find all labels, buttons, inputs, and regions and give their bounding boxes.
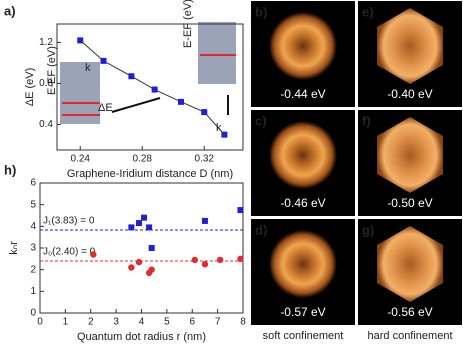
y-tick-label: 0.4 — [39, 119, 53, 130]
stm-dot — [377, 8, 443, 84]
data-point — [77, 37, 84, 44]
inset-band-left — [60, 62, 100, 124]
panel-label: a) — [4, 3, 16, 18]
x-tick-label: 4 — [139, 317, 145, 328]
data-point — [201, 261, 209, 268]
y-axis-label: kₙr — [8, 241, 20, 255]
y-tick-label: 1 — [30, 286, 36, 297]
x-tick-label: 1 — [63, 317, 69, 328]
x-axis-label: Quantum dot radius r (nm) — [77, 331, 206, 343]
x-axis-label: Graphene-Iridium distance D (nm) — [67, 168, 233, 180]
panel-label: c) — [255, 113, 267, 128]
energy-label: -0.40 eV — [387, 87, 432, 101]
data-point — [141, 214, 148, 221]
data-point — [201, 217, 208, 224]
panel-label: h) — [4, 162, 16, 177]
panel-label: b) — [255, 4, 267, 19]
stm-dot — [269, 12, 337, 80]
energy-label: -0.50 eV — [387, 196, 432, 210]
annotation: E-EF (eV) — [182, 0, 194, 48]
y-tick-label: 6 — [30, 178, 36, 189]
reference-label: J₀(2.40) = 0 — [43, 247, 96, 258]
y-tick-label: 2 — [30, 264, 36, 275]
panel-label: g) — [362, 222, 374, 237]
y-axis-label: ΔE (eV) — [24, 68, 36, 107]
energy-label: -0.46 eV — [280, 196, 325, 210]
stm-dot — [377, 226, 443, 302]
x-tick-label: 0.24 — [71, 154, 91, 165]
x-tick-label: 6 — [189, 317, 195, 328]
annotation: k — [85, 62, 91, 74]
annotation: ΔE — [98, 102, 113, 114]
y-tick-label: 4 — [30, 221, 36, 232]
data-point — [100, 57, 107, 64]
data-point — [135, 258, 143, 266]
panel-label: f) — [362, 113, 371, 128]
y-tick-label: 1.2 — [39, 37, 53, 48]
stm-dot — [377, 117, 443, 193]
data-point — [216, 256, 224, 264]
column-caption: hard confinement — [368, 330, 453, 342]
x-tick-label: 0.28 — [133, 154, 153, 165]
x-tick-label: 2 — [88, 317, 94, 328]
reference-label: J₁(3.83) = 0 — [43, 216, 95, 227]
x-tick-label: 0.32 — [195, 154, 215, 165]
x-tick-label: 0 — [37, 317, 43, 328]
data-point — [135, 220, 142, 227]
data-point — [221, 131, 228, 138]
annotation: E-EF (eV) — [46, 46, 58, 95]
axes-frame — [56, 23, 244, 151]
y-tick-label: 0.8 — [39, 78, 53, 89]
y-tick-label: 5 — [30, 199, 36, 210]
data-point — [148, 245, 155, 251]
y-tick-label: 0 — [30, 308, 36, 319]
energy-label: -0.57 eV — [280, 305, 325, 319]
energy-label: -0.44 eV — [280, 87, 325, 101]
data-point — [201, 109, 208, 116]
panel-label: d) — [255, 222, 267, 237]
data-point — [151, 86, 158, 93]
stm-dot — [269, 121, 337, 189]
stm-dot — [269, 230, 337, 298]
x-tick-label: 5 — [164, 317, 170, 328]
data-point — [237, 207, 244, 214]
data-point — [191, 256, 198, 264]
data-point — [237, 255, 244, 263]
energy-label: -0.56 eV — [387, 305, 432, 319]
y-tick-label: 3 — [30, 243, 36, 254]
data-point — [178, 98, 184, 105]
data-point — [148, 266, 155, 273]
arrow — [111, 97, 161, 113]
data-point — [128, 224, 135, 231]
inset-band-right — [198, 22, 236, 84]
data-point — [128, 264, 135, 271]
column-caption: soft confinement — [263, 330, 344, 342]
data-point — [146, 224, 153, 231]
data-point — [128, 73, 135, 80]
data-point — [90, 251, 97, 258]
x-tick-label: 3 — [113, 317, 119, 328]
x-tick-label: 7 — [215, 317, 221, 328]
x-tick-label: 8 — [240, 317, 246, 328]
panel-label: e) — [362, 4, 374, 19]
annotation: k — [216, 122, 222, 134]
